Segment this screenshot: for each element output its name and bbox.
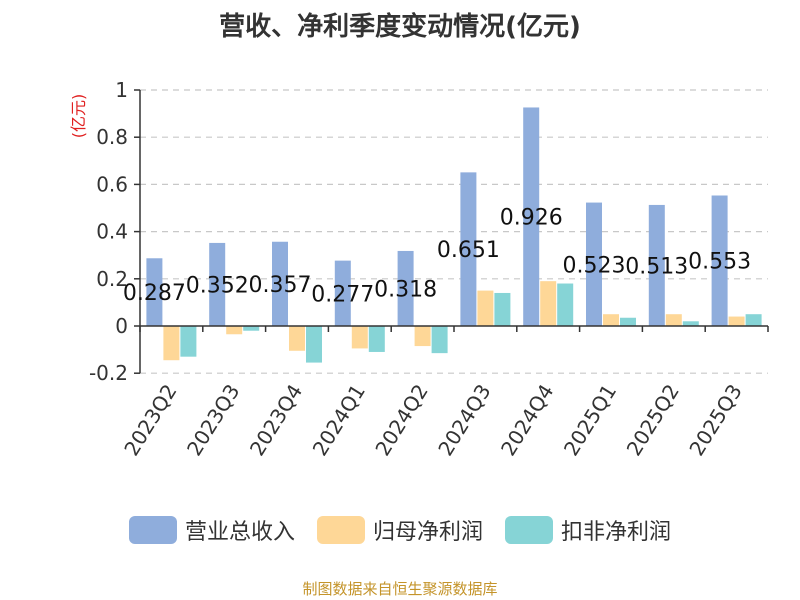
data-label: 0.651 xyxy=(437,238,500,263)
bar-1 xyxy=(586,202,602,326)
data-label: 0.523 xyxy=(563,253,626,278)
bar-1 xyxy=(334,260,351,326)
x-tick-label: 2025Q3 xyxy=(684,380,746,460)
bar-2 xyxy=(289,326,305,351)
bar-1 xyxy=(460,172,477,326)
legend-swatch xyxy=(505,516,553,544)
y-tick-label: -0.2 xyxy=(89,361,128,385)
data-label: 0.926 xyxy=(500,206,563,231)
y-tick-label: 0.8 xyxy=(96,125,128,149)
bar-1 xyxy=(523,107,540,327)
legend-swatch xyxy=(316,516,365,544)
bar-1 xyxy=(272,241,288,326)
x-tick-label: 2024Q2 xyxy=(370,380,432,460)
bar-3 xyxy=(368,326,385,352)
x-tick-label: 2023Q4 xyxy=(245,380,307,460)
legend-item-1[interactable]: 营业总收入 xyxy=(128,514,295,546)
x-tick-label: 2023Q3 xyxy=(182,380,244,460)
data-label: 0.287 xyxy=(123,281,186,306)
bar-3 xyxy=(180,326,197,357)
bar-3 xyxy=(620,317,636,326)
y-tick-label: 0.4 xyxy=(96,220,128,244)
data-label: 0.513 xyxy=(625,254,688,279)
bar-3 xyxy=(243,326,260,331)
bar-2 xyxy=(351,326,368,349)
bar-2 xyxy=(163,326,180,361)
legend-item-2[interactable]: 归母净利润 xyxy=(316,514,483,546)
data-label: 0.277 xyxy=(311,282,374,307)
chart-title: 营收、净利季度变动情况(亿元) xyxy=(219,12,581,42)
data-label: 0.352 xyxy=(186,273,249,298)
bar-3 xyxy=(557,283,574,326)
bar-2 xyxy=(477,290,494,326)
x-tick-label: 2024Q1 xyxy=(308,380,370,460)
bar-1 xyxy=(711,195,728,326)
bar-3 xyxy=(494,292,511,326)
legend-item-3[interactable]: 扣非净利润 xyxy=(505,514,671,546)
x-tick-label: 2025Q2 xyxy=(622,380,684,460)
legend-label: 扣非净利润 xyxy=(561,520,672,545)
y-tick-label: 1 xyxy=(115,78,128,102)
bar-2 xyxy=(414,326,431,347)
bar-3 xyxy=(306,326,322,363)
y-tick-label: 0.2 xyxy=(96,267,128,291)
bar-3 xyxy=(745,314,762,326)
x-tick-label: 2024Q3 xyxy=(433,380,495,460)
bar-3 xyxy=(682,321,699,326)
x-tick-label: 2025Q1 xyxy=(559,380,621,460)
data-label: 0.357 xyxy=(249,273,312,298)
bar-2 xyxy=(540,281,557,326)
legend: 营业总收入 归母净利润 扣非净利润 xyxy=(0,514,800,546)
x-tick-label: 2023Q2 xyxy=(119,380,181,460)
legend-swatch xyxy=(128,516,177,544)
legend-label: 归母净利润 xyxy=(372,520,483,545)
bar-1 xyxy=(209,242,226,326)
bar-1 xyxy=(397,250,414,326)
data-label: 0.318 xyxy=(374,277,437,302)
x-tick-label: 2024Q4 xyxy=(496,380,558,460)
bar-1 xyxy=(146,258,163,326)
bar-3 xyxy=(431,326,448,354)
y-tick-label: 0 xyxy=(115,314,128,338)
data-source-note: 制图数据来自恒生聚源数据库 xyxy=(302,580,498,598)
bar-1 xyxy=(648,204,665,326)
data-label: 0.553 xyxy=(688,250,751,275)
bar-2 xyxy=(603,314,619,326)
legend-label: 营业总收入 xyxy=(184,520,295,545)
bar-2 xyxy=(665,314,682,326)
bar-2 xyxy=(728,316,745,326)
bar-2 xyxy=(226,326,243,335)
y-tick-label: 0.6 xyxy=(96,172,128,196)
y-axis-label: (亿元) xyxy=(69,94,88,139)
